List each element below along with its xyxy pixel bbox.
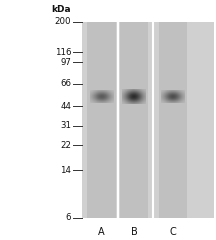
Text: 200: 200 xyxy=(55,17,71,26)
Text: 116: 116 xyxy=(55,48,71,56)
Bar xyxy=(120,22,148,218)
Text: A: A xyxy=(98,227,105,237)
Text: 31: 31 xyxy=(60,121,71,130)
Text: C: C xyxy=(169,227,176,237)
Text: 97: 97 xyxy=(60,58,71,66)
Bar xyxy=(159,22,187,218)
Text: 44: 44 xyxy=(60,102,71,111)
Text: B: B xyxy=(130,227,137,237)
Text: 6: 6 xyxy=(66,213,71,222)
Text: 14: 14 xyxy=(60,166,71,175)
Text: 66: 66 xyxy=(60,79,71,88)
Text: 22: 22 xyxy=(60,140,71,150)
Bar xyxy=(87,22,116,218)
Text: kDa: kDa xyxy=(52,5,71,14)
